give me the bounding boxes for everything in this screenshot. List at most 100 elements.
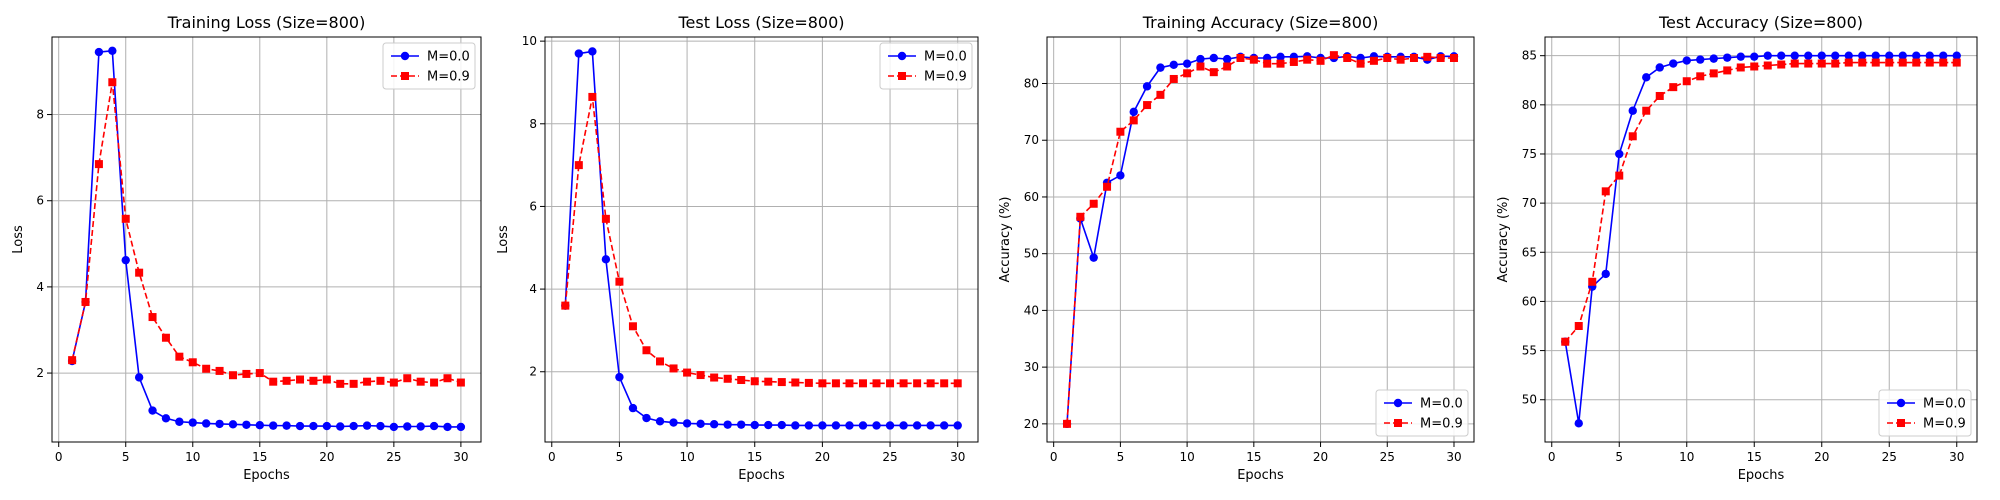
- x-tick-label: 15: [252, 450, 267, 464]
- x-tick-label: 25: [386, 450, 401, 464]
- data-point: [282, 421, 291, 430]
- data-point: [1939, 58, 1948, 67]
- data-point: [1089, 253, 1098, 262]
- y-tick-label: 2: [529, 365, 537, 379]
- data-point: [1831, 51, 1840, 60]
- data-point: [1696, 72, 1705, 81]
- y-axis-label: Loss: [11, 225, 26, 254]
- data-point: [1143, 101, 1152, 110]
- data-point: [912, 421, 922, 430]
- data-point: [1736, 63, 1745, 72]
- data-point: [1952, 58, 1961, 67]
- data-point: [642, 413, 651, 423]
- x-tick-label: 25: [1882, 450, 1897, 464]
- y-tick-label: 80: [1024, 77, 1039, 91]
- data-point: [858, 421, 868, 430]
- data-point: [403, 374, 412, 383]
- y-tick-label: 4: [36, 280, 44, 294]
- y-tick-label: 40: [1024, 303, 1039, 317]
- data-point: [443, 374, 452, 383]
- data-point: [818, 421, 827, 430]
- data-point: [255, 420, 264, 430]
- x-tick-label: 30: [950, 450, 965, 464]
- data-point: [175, 417, 184, 426]
- x-axis-label: Epochs: [243, 468, 290, 483]
- data-point: [1156, 90, 1165, 99]
- data-point: [804, 378, 813, 387]
- data-point: [1276, 52, 1285, 62]
- data-point: [376, 376, 385, 385]
- data-point: [202, 364, 211, 373]
- data-point: [1169, 60, 1178, 69]
- data-point: [175, 352, 184, 361]
- data-point: [134, 373, 144, 382]
- legend-label: M=0.0: [924, 50, 967, 65]
- data-point: [429, 421, 439, 431]
- data-point: [403, 422, 412, 431]
- data-point: [1831, 59, 1840, 68]
- data-point: [1222, 54, 1232, 64]
- series-M=0.0: [561, 47, 962, 430]
- data-point: [1790, 59, 1799, 68]
- data-point: [1142, 82, 1152, 91]
- x-tick-label: 5: [1615, 450, 1623, 464]
- data-point: [845, 421, 854, 430]
- data-point: [1898, 51, 1907, 60]
- y-tick-label: 65: [1522, 245, 1537, 259]
- data-point: [81, 297, 90, 306]
- data-point: [804, 421, 814, 430]
- data-point: [926, 379, 935, 388]
- data-point: [1925, 58, 1934, 67]
- data-point: [1196, 54, 1205, 64]
- data-point: [456, 378, 465, 387]
- y-tick-label: 10: [522, 34, 537, 48]
- y-tick-label: 8: [529, 117, 537, 131]
- data-point: [764, 377, 773, 386]
- data-point: [1655, 63, 1664, 72]
- data-point: [926, 421, 935, 430]
- data-point: [1449, 53, 1458, 62]
- data-point: [858, 379, 867, 388]
- y-tick-label: 60: [1024, 190, 1039, 204]
- data-point: [389, 422, 399, 432]
- series-line: [1066, 54, 1454, 424]
- data-point: [242, 420, 251, 429]
- data-point: [1750, 62, 1759, 71]
- data-point: [242, 369, 251, 378]
- y-tick-label: 50: [1024, 247, 1039, 261]
- data-point: [628, 403, 638, 413]
- data-point: [710, 373, 719, 382]
- data-point: [764, 420, 773, 430]
- series-M=0.0: [1561, 51, 1961, 428]
- data-point: [953, 421, 962, 430]
- data-point: [656, 357, 665, 366]
- data-point: [269, 377, 278, 386]
- data-point: [1642, 106, 1651, 115]
- y-tick-label: 4: [529, 282, 537, 296]
- series-line: [564, 50, 958, 427]
- data-point: [723, 374, 732, 383]
- y-tick-label: 55: [1522, 344, 1537, 358]
- data-point: [349, 421, 358, 431]
- data-point: [642, 346, 651, 355]
- data-point: [1409, 53, 1418, 62]
- data-point: [1709, 54, 1718, 63]
- data-point: [1655, 91, 1664, 100]
- x-axis-label: Epochs: [738, 468, 785, 483]
- data-point: [296, 375, 305, 384]
- data-point: [872, 421, 881, 430]
- data-point: [872, 379, 881, 388]
- data-point: [1925, 51, 1934, 60]
- data-point: [1396, 55, 1405, 64]
- data-point: [709, 420, 719, 429]
- data-point: [1790, 51, 1799, 60]
- data-point: [1939, 51, 1948, 60]
- data-point: [1169, 74, 1178, 83]
- data-point: [818, 379, 827, 388]
- legend-label: M=0.0: [1923, 397, 1966, 412]
- x-tick-label: 10: [1179, 450, 1194, 464]
- data-point: [336, 422, 345, 431]
- data-point: [108, 46, 117, 55]
- x-tick-label: 25: [882, 450, 897, 464]
- data-point: [777, 420, 786, 430]
